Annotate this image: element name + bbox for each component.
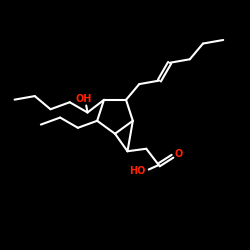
Text: OH: OH [76,94,92,104]
Text: HO: HO [128,166,145,176]
Text: O: O [174,149,183,159]
